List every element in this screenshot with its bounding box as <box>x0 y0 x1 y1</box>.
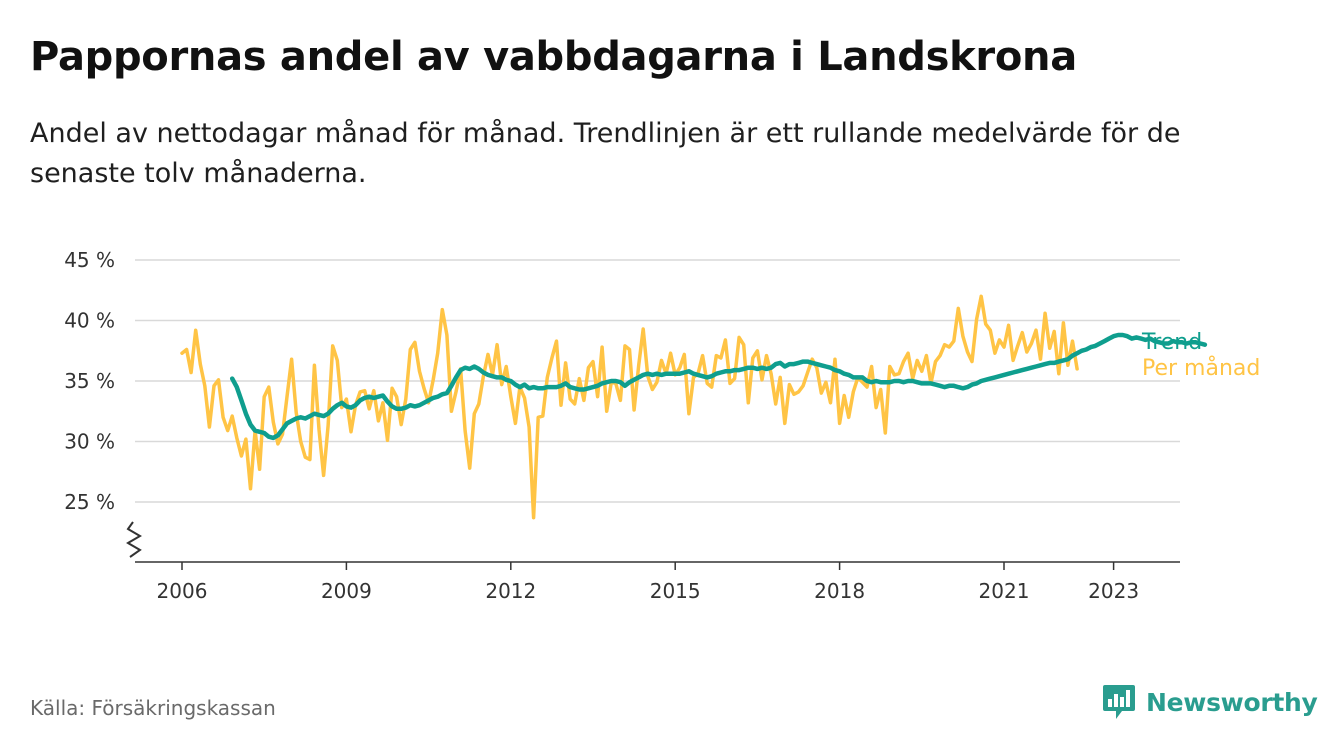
y-tick-label: 45 % <box>64 248 115 272</box>
trend-series-label: Trend <box>1141 330 1202 355</box>
brand-logo: Newsworthy <box>1102 683 1318 721</box>
y-tick-label: 25 % <box>64 490 115 514</box>
line-chart: 25 % 30 % 35 % 40 % 45 % 2006 2009 2012 2015 201… <box>64 248 1260 603</box>
chart-title: Pappornas andel av vabbdagarna i Landskr… <box>30 34 1077 80</box>
monthly-series-label: Per månad <box>1142 355 1260 381</box>
x-axis: 2006 2009 2012 2015 2018 2021 2023 <box>135 561 1180 603</box>
x-tick-label: 2012 <box>485 579 536 603</box>
y-axis: 25 % 30 % 35 % 40 % 45 % <box>64 248 142 558</box>
brand-name: Newsworthy <box>1146 687 1318 717</box>
source-note: Källa: Försäkringskassan <box>30 696 276 720</box>
x-tick-label: 2023 <box>1088 579 1139 603</box>
x-tick-label: 2006 <box>157 579 208 603</box>
x-tick-label: 2018 <box>814 579 865 603</box>
newsworthy-logo-icon <box>1103 685 1135 719</box>
axis-break-mark <box>126 521 142 558</box>
y-tick-label: 40 % <box>64 309 115 333</box>
monthly-line <box>180 294 1079 520</box>
trend-line <box>229 332 1208 441</box>
x-tick-label: 2021 <box>979 579 1030 603</box>
x-tick-label: 2015 <box>650 579 701 603</box>
x-tick-label: 2009 <box>321 579 372 603</box>
y-tick-label: 30 % <box>64 430 115 454</box>
chart-subtitle: Andel av nettodagar månad för månad. Tre… <box>30 118 1181 189</box>
series-lines <box>180 294 1208 520</box>
y-tick-label: 35 % <box>64 369 115 393</box>
